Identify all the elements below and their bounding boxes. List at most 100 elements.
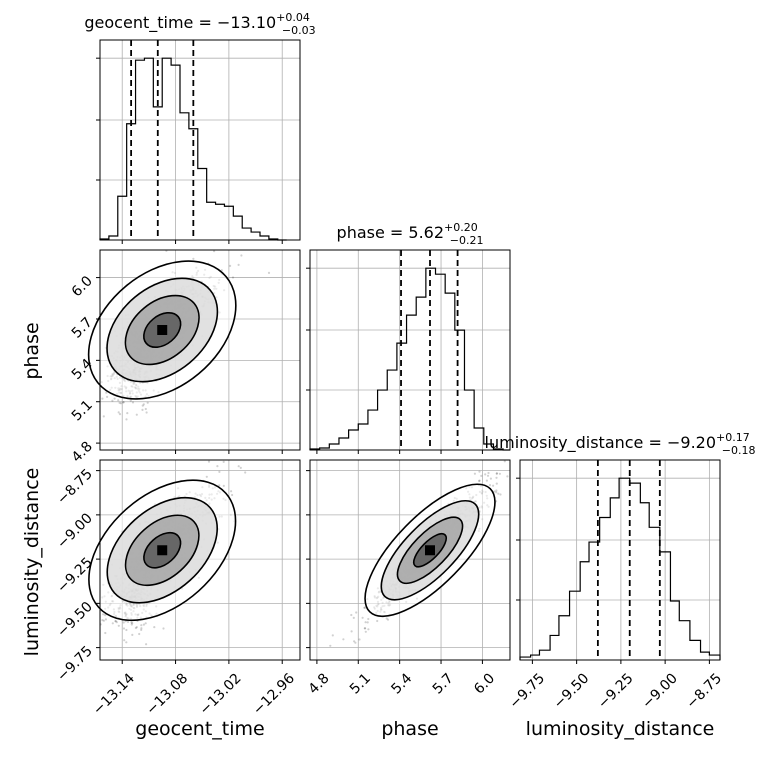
panel-phase-vs-luminosity-distance-sample bbox=[495, 472, 498, 475]
panel-phase-vs-luminosity-distance-sample bbox=[364, 627, 367, 630]
panel-phase-vs-luminosity-distance-sample bbox=[350, 613, 353, 617]
panel-phase-vs-luminosity-distance-sample bbox=[495, 472, 498, 475]
title-phase: phase = 5.62+0.20 −0.21 bbox=[337, 221, 484, 247]
panel-phase-vs-luminosity-distance-sample bbox=[363, 606, 367, 609]
panel-phase-vs-luminosity-distance-sample bbox=[366, 621, 369, 624]
panel-geocent-time-vs-luminosity-distance-sample bbox=[131, 633, 134, 637]
panel-geocent-time-vs-phase-sample bbox=[101, 397, 104, 400]
panel-geocent-time-vs-phase-sample bbox=[122, 401, 125, 404]
labels-layer: phase luminosity_distance geocent_time p… bbox=[21, 322, 714, 740]
panel-geocent-time-vs-luminosity-distance-sample bbox=[134, 626, 137, 630]
panel-phase-vs-luminosity-distance-sample bbox=[350, 630, 353, 633]
panels-layer: geocent_time = −13.10+0.04 −0.03 phase = 5… bbox=[54, 11, 755, 718]
panel-geocent-time-vs-phase-sample bbox=[102, 415, 105, 418]
panel-geocent-time-vs-luminosity-distance-sample bbox=[126, 620, 130, 624]
ylabel-phase: phase bbox=[21, 322, 43, 379]
panel-phase-vs-luminosity-distance-sample bbox=[361, 616, 364, 619]
xlabel-geocent-time: geocent_time bbox=[135, 718, 264, 740]
panel-geocent-time-vs-phase-density-peak bbox=[157, 325, 168, 335]
hist-phase-border bbox=[309, 249, 511, 451]
panel-phase-vs-luminosity-distance-sample bbox=[363, 606, 366, 609]
panel-geocent-time-vs-luminosity-distance-sample bbox=[115, 621, 118, 624]
panel-geocent-time-vs-luminosity-distance-sample bbox=[145, 643, 148, 646]
panel-geocent-time-vs-luminosity-distance-sample bbox=[135, 626, 138, 629]
panel-phase-vs-luminosity-distance-sample bbox=[493, 490, 496, 493]
panel-geocent-time-vs-luminosity-distance-density-peak bbox=[157, 545, 168, 556]
panel-phase-vs-luminosity-distance-sample bbox=[495, 482, 498, 485]
panel-phase-vs-luminosity-distance-sample bbox=[487, 471, 490, 475]
hist-luminosity-distance-bg bbox=[520, 460, 720, 660]
panel-geocent-time-vs-luminosity-distance-sample bbox=[131, 622, 134, 625]
panel-geocent-time-vs-phase-sample bbox=[117, 399, 120, 402]
panel-geocent-time-vs-phase-sample bbox=[111, 399, 114, 402]
panel-geocent-time-vs-phase-sample bbox=[192, 257, 195, 260]
panel-geocent-time-vs-luminosity-distance-sample bbox=[205, 475, 208, 478]
ylabel-luminosity-distance: luminosity_distance bbox=[21, 468, 43, 657]
panel-geocent-time-vs-phase-sample bbox=[106, 395, 109, 398]
panel-geocent-time-vs-phase-sample bbox=[229, 264, 232, 267]
panel-geocent-time-vs-luminosity-distance-sample bbox=[230, 490, 233, 493]
xlabel-luminosity-distance: luminosity_distance bbox=[526, 718, 715, 740]
hist-luminosity-distance-bars bbox=[519, 477, 721, 660]
panel-geocent-time-vs-luminosity-distance-sample bbox=[114, 619, 117, 623]
panel-geocent-time-vs-phase-sample bbox=[141, 404, 144, 407]
panel-geocent-time-vs-phase-sample bbox=[237, 263, 240, 266]
panel-phase-vs-luminosity-distance-sample bbox=[485, 479, 488, 482]
panel-geocent-time-vs-luminosity-distance-sample bbox=[222, 484, 225, 487]
panel-phase-vs-luminosity-distance-sample bbox=[503, 460, 506, 463]
panel-geocent-time-vs-luminosity-distance-sample bbox=[130, 621, 133, 624]
panel-geocent-time-vs-phase-sample bbox=[122, 401, 125, 404]
panel-geocent-time-vs-luminosity-distance-sample bbox=[138, 632, 141, 636]
panel-geocent-time-vs-luminosity-distance-sample bbox=[104, 631, 107, 635]
panel-phase-vs-luminosity-distance-sample bbox=[342, 638, 345, 641]
panel-phase-vs-luminosity-distance-sample bbox=[358, 638, 361, 641]
panel-geocent-time-vs-luminosity-distance-sample bbox=[244, 471, 247, 474]
hist-geocent-time-border bbox=[99, 39, 301, 241]
panel-geocent-time-vs-luminosity-distance-sample bbox=[142, 623, 145, 626]
panel-geocent-time-vs-phase-sample bbox=[213, 250, 216, 253]
panel-phase-vs-luminosity-distance-sample bbox=[329, 644, 332, 647]
panel-geocent-time-vs-phase-sample bbox=[267, 271, 271, 274]
panel-phase-vs-luminosity-distance-sample bbox=[354, 641, 357, 644]
title-sup-luminosity-distance: +0.17 bbox=[716, 431, 750, 444]
panel-phase-vs-luminosity-distance-sample bbox=[480, 474, 483, 477]
panel-geocent-time-vs-luminosity-distance-sample bbox=[102, 619, 105, 622]
panel-phase-vs-luminosity-distance-sample bbox=[367, 617, 370, 621]
panel-geocent-time-vs-luminosity-distance-sample bbox=[144, 622, 147, 625]
panel-geocent-time-vs-luminosity-distance-sample bbox=[231, 493, 234, 497]
title-main-phase: phase = 5.62 bbox=[337, 223, 444, 242]
hist-geocent-time-bars bbox=[99, 57, 287, 241]
panel-geocent-time-vs-phase-sample bbox=[105, 391, 108, 394]
panel-geocent-time-vs-phase-sample bbox=[131, 401, 135, 404]
hist-geocent-time-bg bbox=[100, 40, 300, 240]
panel-geocent-time-vs-luminosity-distance-sample bbox=[218, 470, 221, 473]
panel-geocent-time-vs-phase-sample bbox=[220, 269, 223, 272]
panel-phase-vs-luminosity-distance-sample bbox=[367, 628, 370, 631]
panel-geocent-time-vs-luminosity-distance-sample bbox=[104, 618, 107, 621]
panel-phase-vs-luminosity-distance-sample bbox=[492, 484, 495, 487]
panel-geocent-time-vs-luminosity-distance-sample bbox=[218, 484, 221, 487]
panel-geocent-time-vs-phase-sample bbox=[144, 407, 147, 411]
panel-phase-vs-luminosity-distance-sample bbox=[488, 484, 492, 487]
xlabel-phase: phase bbox=[381, 718, 438, 740]
panel-geocent-time-vs-phase-sample bbox=[118, 413, 122, 416]
panel-geocent-time-vs-phase-sample bbox=[146, 401, 149, 404]
panel-geocent-time-vs-luminosity-distance-sample bbox=[130, 623, 133, 626]
panel-phase-vs-luminosity-distance-sample bbox=[478, 479, 481, 483]
panel-phase-vs-luminosity-distance-sample bbox=[385, 617, 388, 620]
panel-geocent-time-vs-luminosity-distance-sample bbox=[239, 466, 242, 469]
panel-geocent-time-vs-luminosity-distance-sample bbox=[101, 619, 104, 622]
panel-geocent-time-vs-luminosity-distance-sample bbox=[123, 639, 126, 642]
panel-geocent-time-vs-luminosity-distance-sample bbox=[114, 620, 117, 623]
panel-geocent-time-vs-luminosity-distance-sample bbox=[122, 621, 125, 624]
panel-geocent-time-vs-luminosity-distance-sample bbox=[140, 627, 143, 630]
panel-phase-vs-luminosity-distance-sample bbox=[484, 473, 487, 476]
panel-phase-vs-luminosity-distance-sample bbox=[499, 493, 502, 496]
panel-phase-vs-luminosity-distance-sample bbox=[363, 627, 366, 630]
panel-phase-vs-luminosity-distance-sample bbox=[486, 474, 490, 477]
title-geocent-time: geocent_time = −13.10+0.04 −0.03 bbox=[84, 11, 315, 37]
panel-phase-vs-luminosity-distance-sample bbox=[364, 621, 367, 624]
panel-geocent-time-vs-phase-border bbox=[99, 249, 301, 451]
title-main-geocent-time: geocent_time = −13.10 bbox=[84, 13, 276, 33]
